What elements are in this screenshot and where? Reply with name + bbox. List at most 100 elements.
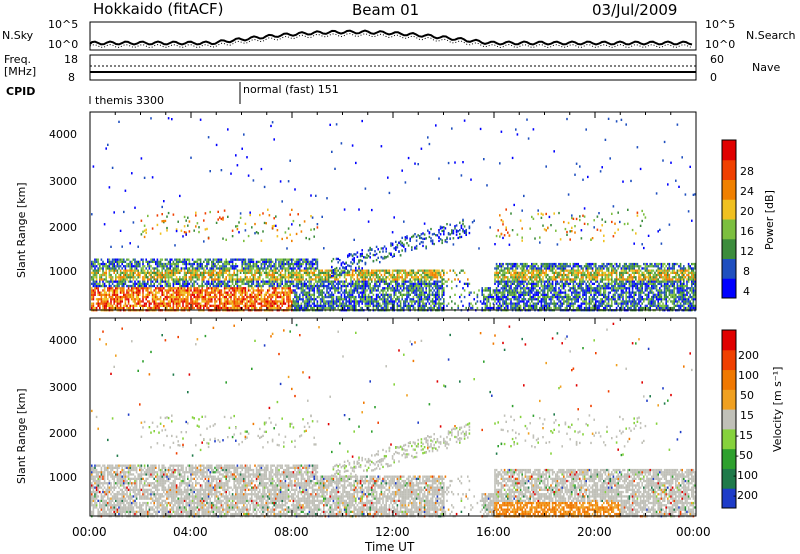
heat-cell [425, 245, 427, 248]
heat-cell [534, 295, 536, 299]
heat-cell [212, 289, 215, 292]
heat-cell [542, 213, 544, 216]
heat-cell [131, 260, 133, 263]
heat-cell [111, 260, 114, 263]
heat-cell [140, 233, 143, 236]
heat-cell [235, 267, 237, 270]
heat-cell [420, 298, 423, 301]
heat-cell [356, 255, 359, 258]
heat-cell [203, 306, 205, 310]
heat-cell [180, 229, 183, 232]
heat-cell [364, 289, 367, 292]
heat-cell [247, 234, 250, 238]
heat-cell [401, 306, 403, 310]
heat-cell [236, 298, 239, 301]
heat-cell [513, 306, 515, 310]
heat-cell [535, 298, 538, 301]
heat-cell [139, 287, 141, 290]
heat-cell [484, 298, 487, 301]
heat-cell [150, 284, 152, 288]
heat-cell [404, 238, 407, 241]
heat-cell [190, 289, 192, 292]
heat-cell [193, 289, 195, 292]
heat-cell [404, 293, 407, 296]
heat-cell [110, 289, 112, 292]
heat-cell [447, 278, 450, 281]
heat-cell [539, 280, 541, 283]
heat-cell [324, 295, 327, 299]
heat-cell [361, 276, 363, 279]
heat-cell [265, 222, 267, 225]
heat-cell [355, 304, 357, 307]
heat-cell [166, 289, 168, 292]
heat-cell [342, 269, 344, 272]
heat-cell [259, 298, 261, 301]
heat-cell [215, 258, 218, 261]
heat-cell [251, 291, 253, 294]
heat-cell [244, 282, 247, 285]
heat-cell [203, 298, 205, 301]
heat-cell [241, 302, 243, 305]
heat-cell [287, 271, 290, 274]
heat-cell [508, 287, 511, 290]
heat-cell [436, 269, 439, 272]
heat-cell [319, 302, 322, 305]
heat-cell [351, 280, 354, 283]
heat-cell [489, 226, 491, 229]
heat-cell [241, 262, 243, 266]
heat-cell [548, 276, 551, 279]
heat-cell [156, 295, 159, 299]
heat-cell [428, 271, 431, 274]
heat-cell [172, 269, 175, 272]
heat-cell [535, 262, 538, 266]
heat-cell [198, 230, 200, 234]
heat-cell [433, 282, 435, 285]
heat-cell [188, 269, 191, 272]
heat-cell [435, 300, 437, 303]
heat-cell [175, 298, 178, 301]
heat-cell [236, 300, 239, 303]
heat-cell [259, 289, 261, 292]
heat-cell [265, 300, 267, 303]
heat-cell [435, 269, 437, 272]
heat-cell [113, 211, 115, 214]
heat-cell [359, 300, 362, 303]
heat-cell [507, 284, 509, 288]
heat-cell [284, 231, 287, 234]
heat-cell [292, 302, 295, 305]
heat-cell [539, 271, 541, 274]
heat-cell [363, 271, 365, 274]
heat-cell [255, 231, 258, 234]
heat-cell [539, 269, 541, 272]
heat-cell [252, 291, 255, 294]
heat-cell [278, 278, 280, 281]
heat-cell [145, 258, 147, 261]
heat-cell [335, 282, 338, 285]
heat-cell [188, 306, 191, 310]
nsky-line [89, 29, 693, 46]
heat-cell [340, 295, 343, 299]
heat-cell [231, 273, 234, 277]
heat-cell [268, 278, 271, 281]
heat-cell [255, 267, 258, 270]
heat-cell [145, 298, 147, 301]
heat-cell [150, 280, 152, 283]
heat-cell [532, 287, 535, 290]
heat-cell [551, 293, 554, 296]
heat-cell [439, 302, 442, 305]
heat-cell [422, 304, 424, 307]
heat-cell [294, 262, 296, 266]
heat-cell [134, 302, 136, 305]
heat-cell [140, 271, 143, 274]
heat-cell [419, 298, 421, 301]
heat-cell [345, 287, 347, 290]
heat-cell [254, 278, 256, 281]
heat-cell [329, 273, 331, 277]
heat-cell [401, 273, 403, 277]
heat-cell [307, 293, 309, 296]
heat-cell [398, 298, 400, 301]
heat-cell [406, 237, 408, 240]
heat-cell [287, 289, 290, 292]
heat-cell [182, 278, 184, 281]
heat-cell [377, 304, 379, 307]
